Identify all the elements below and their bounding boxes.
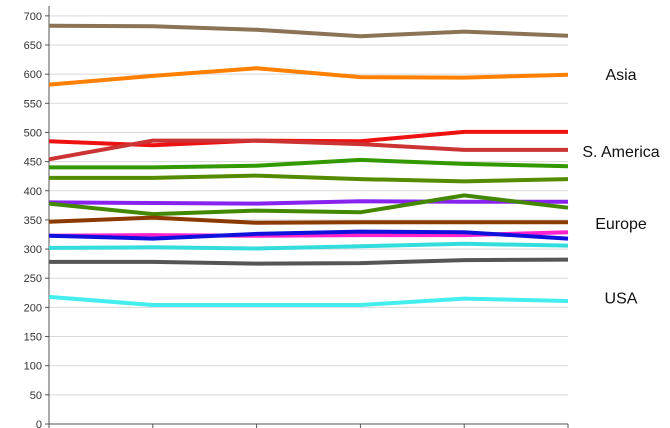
y-tick-label: 350 xyxy=(24,215,42,227)
series-line xyxy=(49,157,569,170)
region-labels: Asia S. America Europe USA xyxy=(582,67,659,307)
y-tick-label: 100 xyxy=(24,361,42,373)
series-line xyxy=(49,257,569,266)
y-tick-label: 300 xyxy=(24,244,42,256)
series-line xyxy=(48,138,568,162)
series-line xyxy=(49,173,569,184)
y-tick-label: 200 xyxy=(24,302,42,314)
series-line xyxy=(48,23,569,39)
y-tick-label: 0 xyxy=(36,419,42,428)
y-tick-label: 250 xyxy=(24,273,42,285)
y-tick-label: 500 xyxy=(24,127,42,139)
series-line xyxy=(48,66,569,87)
y-tick-label: 550 xyxy=(24,98,42,110)
y-tick-label: 650 xyxy=(24,40,42,52)
series-line xyxy=(48,294,569,307)
y-tick-label: 50 xyxy=(30,390,42,402)
y-tick-label: 450 xyxy=(24,157,42,169)
region-label: S. America xyxy=(582,144,659,161)
region-label: USA xyxy=(605,290,638,307)
axes: 0 50 100 150 200 250 300 350 400 450 500 550 600 650 7… xyxy=(24,6,569,428)
region-label: Europe xyxy=(595,216,647,233)
y-tick-label: 400 xyxy=(24,186,42,198)
y-tick-label: 600 xyxy=(24,69,42,81)
y-tick-label: 700 xyxy=(24,11,42,23)
series-line xyxy=(48,193,569,217)
y-tick-label: 150 xyxy=(24,332,42,344)
series-line xyxy=(48,241,569,251)
series-lines xyxy=(48,23,569,307)
series-line xyxy=(48,215,568,225)
series-line xyxy=(48,229,569,241)
series-line xyxy=(48,199,568,206)
region-label: Asia xyxy=(605,67,636,84)
